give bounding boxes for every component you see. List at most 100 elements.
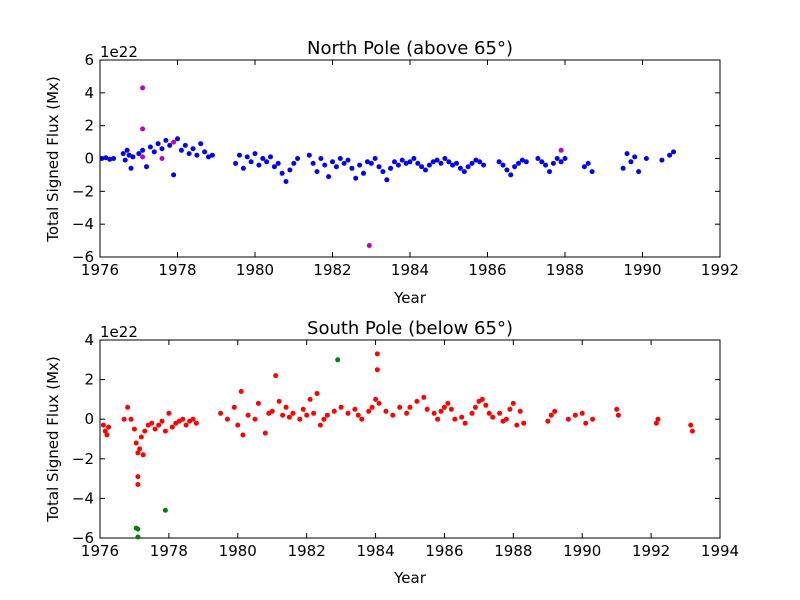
- data-point: [545, 418, 551, 424]
- data-point: [126, 152, 132, 158]
- x-tick-label: 1978: [158, 261, 196, 279]
- data-point: [171, 172, 177, 178]
- y-tick-label: −6: [72, 248, 94, 266]
- x-tick-label: 1982: [288, 542, 326, 560]
- data-point: [135, 450, 141, 456]
- x-tick-label: 1990: [623, 261, 661, 279]
- data-point: [516, 160, 521, 166]
- data-point: [137, 446, 143, 452]
- data-point: [237, 152, 242, 158]
- data-point: [106, 424, 112, 430]
- data-point: [636, 169, 642, 175]
- data-point: [562, 156, 568, 161]
- data-point: [155, 141, 161, 147]
- data-point: [486, 410, 492, 416]
- data-point: [353, 175, 359, 181]
- data-point: [407, 159, 413, 165]
- data-point: [423, 167, 428, 173]
- data-point: [643, 156, 649, 161]
- data-point: [326, 174, 332, 180]
- data-point: [397, 404, 403, 410]
- data-point: [585, 160, 591, 166]
- data-point: [233, 160, 239, 166]
- data-point: [345, 410, 351, 416]
- data-point: [252, 416, 258, 422]
- data-point: [159, 418, 165, 424]
- data-point: [324, 412, 330, 418]
- data-point: [435, 416, 441, 422]
- data-point: [388, 165, 394, 171]
- data-point: [224, 416, 230, 422]
- data-point: [245, 412, 251, 418]
- data-point: [500, 162, 506, 168]
- data-point: [399, 157, 405, 163]
- data-point: [276, 398, 282, 404]
- data-point: [140, 154, 146, 160]
- data-point: [314, 169, 320, 175]
- data-point: [262, 430, 268, 436]
- data-point: [271, 164, 277, 170]
- data-point: [376, 400, 382, 406]
- data-point: [504, 167, 510, 173]
- y-tick-label: −2: [72, 182, 94, 200]
- data-point: [671, 149, 676, 155]
- data-point: [473, 157, 479, 163]
- data-point: [180, 416, 186, 422]
- data-point: [321, 416, 327, 422]
- data-point: [131, 426, 137, 432]
- x-tick-label: 1986: [468, 261, 506, 279]
- data-point: [503, 416, 509, 422]
- data-point: [581, 164, 587, 170]
- data-point: [452, 416, 458, 422]
- data-point: [659, 157, 665, 163]
- data-point: [140, 85, 146, 91]
- data-point: [459, 414, 465, 420]
- data-point: [392, 159, 397, 165]
- data-point: [268, 154, 273, 160]
- data-point: [283, 179, 289, 184]
- data-point: [454, 160, 459, 166]
- x-tick-label: 1976: [81, 542, 119, 560]
- y-tick-label: 0: [84, 150, 94, 168]
- data-point: [144, 164, 149, 170]
- data-points: [99, 85, 676, 248]
- data-point: [384, 177, 390, 183]
- x-tick-label: 1978: [150, 542, 188, 560]
- data-point: [287, 167, 293, 173]
- data-point: [558, 159, 564, 165]
- x-tick-label: 1986: [425, 542, 463, 560]
- data-point: [133, 440, 139, 446]
- data-point: [369, 404, 375, 410]
- data-point: [395, 162, 401, 168]
- data-point: [469, 160, 475, 166]
- data-point: [273, 373, 279, 379]
- data-point: [583, 420, 589, 426]
- data-point: [138, 434, 144, 440]
- data-point: [483, 402, 489, 408]
- data-point: [159, 156, 165, 161]
- data-point: [558, 147, 564, 153]
- x-tick-label: 1988: [546, 261, 584, 279]
- y-axis: −6 −4 −2 0 2 4 6: [72, 51, 720, 266]
- data-point: [142, 428, 148, 434]
- data-point: [306, 152, 312, 158]
- x-tick-label: 1980: [236, 261, 274, 279]
- data-point: [462, 420, 468, 426]
- data-point: [653, 420, 659, 426]
- data-point: [403, 160, 409, 166]
- x-tick-label: 1982: [313, 261, 351, 279]
- data-point: [615, 412, 621, 418]
- data-point: [307, 396, 313, 402]
- data-point: [178, 147, 184, 153]
- data-point: [368, 160, 374, 166]
- chart-title: South Pole (below 65°): [307, 318, 513, 339]
- data-point: [135, 526, 141, 532]
- data-point: [373, 396, 379, 402]
- data-point: [521, 420, 527, 426]
- data-point: [374, 351, 380, 357]
- data-point: [128, 165, 134, 171]
- data-point: [244, 154, 250, 160]
- data-point: [345, 157, 351, 163]
- data-point: [100, 422, 106, 428]
- data-point: [620, 165, 626, 171]
